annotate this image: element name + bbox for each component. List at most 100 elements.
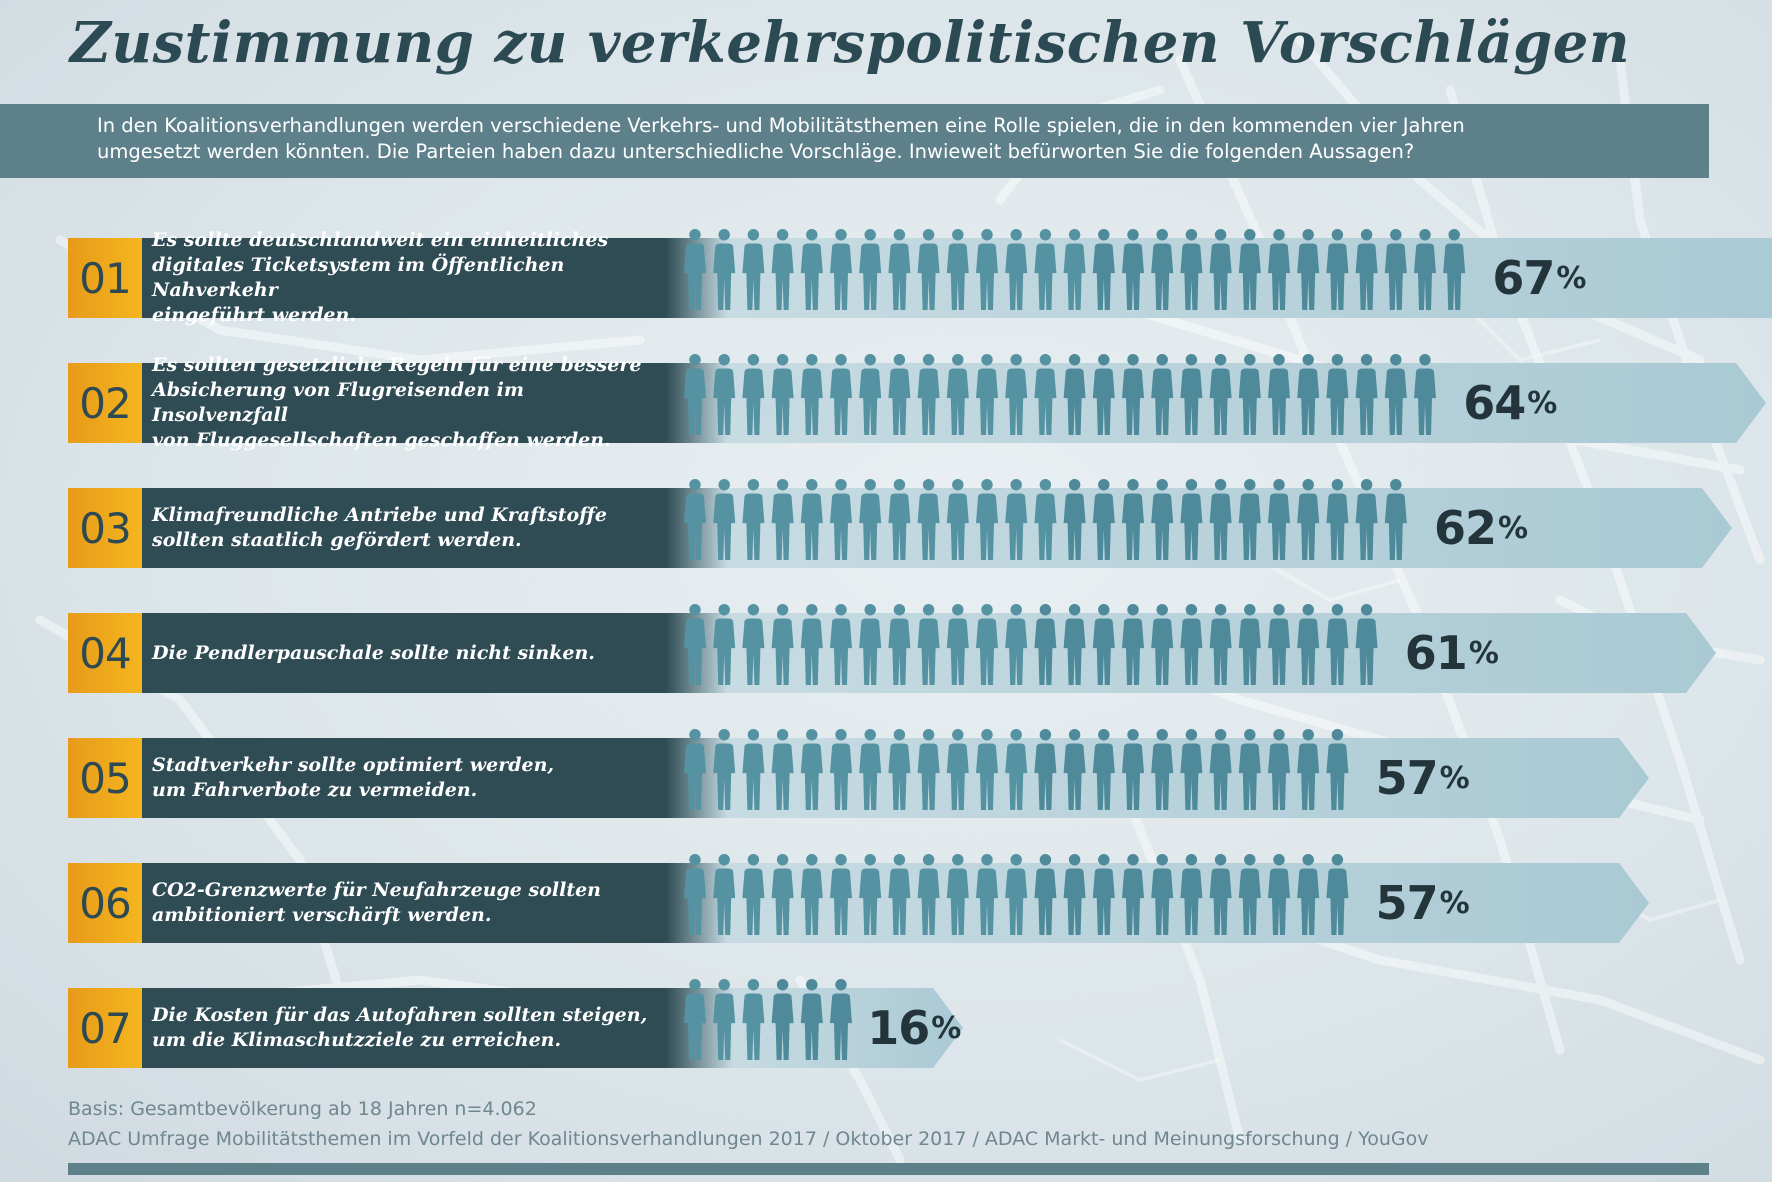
person-icon (1384, 479, 1407, 560)
chart-row-04: 04 Die Pendlerpauschale sollte nicht sink… (68, 603, 1728, 693)
person-icon (1209, 354, 1232, 435)
item-number: 01 (68, 238, 142, 318)
person-icon (976, 729, 998, 810)
person-icon (917, 229, 940, 310)
person-icon (684, 229, 706, 310)
person-icon (888, 354, 911, 435)
person-icon (859, 354, 882, 435)
person-icon (800, 854, 823, 935)
person-icon (1122, 854, 1144, 935)
person-icon (771, 479, 794, 560)
person-icon (1238, 479, 1261, 560)
person-icon (1209, 604, 1232, 685)
person-icon (1034, 229, 1057, 310)
person-icon (1005, 354, 1028, 435)
person-icon (742, 729, 765, 810)
person-icon (1297, 604, 1320, 685)
person-icon (1092, 479, 1115, 560)
person-icon (1355, 604, 1378, 685)
person-icon (888, 854, 911, 935)
person-icon (1034, 604, 1057, 685)
person-icon (1005, 854, 1028, 935)
person-icon (830, 854, 852, 935)
person-icon (1355, 229, 1378, 310)
person-icon (1063, 354, 1086, 435)
person-icon (771, 354, 794, 435)
item-number: 02 (68, 363, 142, 443)
person-icon (1268, 229, 1290, 310)
person-icon (1297, 729, 1320, 810)
person-icon (946, 603, 969, 685)
item-statement: Klimafreundliche Antriebe und Kraftstoff… (142, 488, 666, 568)
person-icon (1063, 604, 1086, 685)
value-label: 16% (867, 1001, 961, 1055)
person-icon (771, 854, 794, 935)
person-icon (800, 354, 823, 435)
person-icon (1209, 229, 1232, 310)
person-icon (1122, 729, 1144, 810)
person-icon (1209, 854, 1232, 935)
person-icon (1034, 729, 1057, 810)
item-statement: Stadtverkehr sollte optimiert werden, um… (142, 738, 666, 818)
person-icon (742, 479, 765, 560)
person-icon (1297, 229, 1320, 310)
value-label: 62% (1434, 501, 1528, 555)
chart-row-05: 05 Stadtverkehr sollte optimiert werden, … (68, 728, 1728, 818)
person-icon (1122, 479, 1144, 560)
person-icon (771, 604, 794, 685)
chart-row-06: 06 CO2-Grenzwerte für Neufahrzeuge sollte… (68, 853, 1728, 943)
person-icon (1355, 354, 1378, 435)
value-bar (666, 353, 1766, 443)
item-number: 07 (68, 988, 142, 1068)
person-icon (1238, 729, 1261, 810)
person-icon (1384, 229, 1407, 310)
person-icon (1005, 604, 1028, 685)
person-icon (976, 854, 998, 935)
value-bar (666, 979, 963, 1068)
person-icon (1005, 229, 1028, 310)
person-icon (830, 229, 852, 310)
person-icon (946, 228, 969, 310)
person-icon (946, 853, 969, 935)
person-icon (859, 729, 882, 810)
person-icon (742, 979, 765, 1060)
person-icon (946, 353, 969, 435)
person-icon (713, 604, 736, 685)
person-icon (800, 479, 823, 560)
value-bar (666, 728, 1649, 818)
person-icon (713, 979, 736, 1060)
person-icon (684, 979, 706, 1060)
item-statement: CO2-Grenzwerte für Neufahrzeuge sollten … (142, 863, 666, 943)
person-icon (742, 229, 765, 310)
person-icon (1092, 729, 1115, 810)
person-icon (1063, 729, 1086, 810)
person-icon (888, 729, 911, 810)
person-icon (800, 229, 823, 310)
item-statement: Die Pendlerpauschale sollte nicht sinken… (142, 613, 666, 693)
person-icon (1092, 854, 1115, 935)
person-icon (976, 354, 998, 435)
chart-row-03: 03 Klimafreundliche Antriebe und Kraftsto… (68, 478, 1732, 568)
person-icon (1238, 229, 1261, 310)
item-number: 03 (68, 488, 142, 568)
chart-row-01: 01 Es sollte deutschlandweit ein einheitl… (68, 228, 1772, 326)
person-icon (1122, 604, 1144, 685)
chart-row-07: 07 Die Kosten für das Autofahren sollten … (68, 979, 1728, 1068)
person-icon (1326, 604, 1349, 685)
person-icon (888, 479, 911, 560)
person-icon (1326, 854, 1349, 935)
person-icon (684, 604, 706, 685)
person-icon (830, 354, 852, 435)
value-label: 64% (1463, 376, 1557, 430)
person-icon (888, 604, 911, 685)
person-icon (1063, 229, 1086, 310)
person-icon (1326, 479, 1349, 560)
person-icon (1384, 354, 1407, 435)
person-icon (888, 229, 911, 310)
person-icon (1034, 854, 1057, 935)
person-icon (1297, 854, 1320, 935)
person-icon (1151, 479, 1174, 560)
person-icon (713, 729, 736, 810)
person-icon (684, 354, 706, 435)
person-icon (1092, 604, 1115, 685)
